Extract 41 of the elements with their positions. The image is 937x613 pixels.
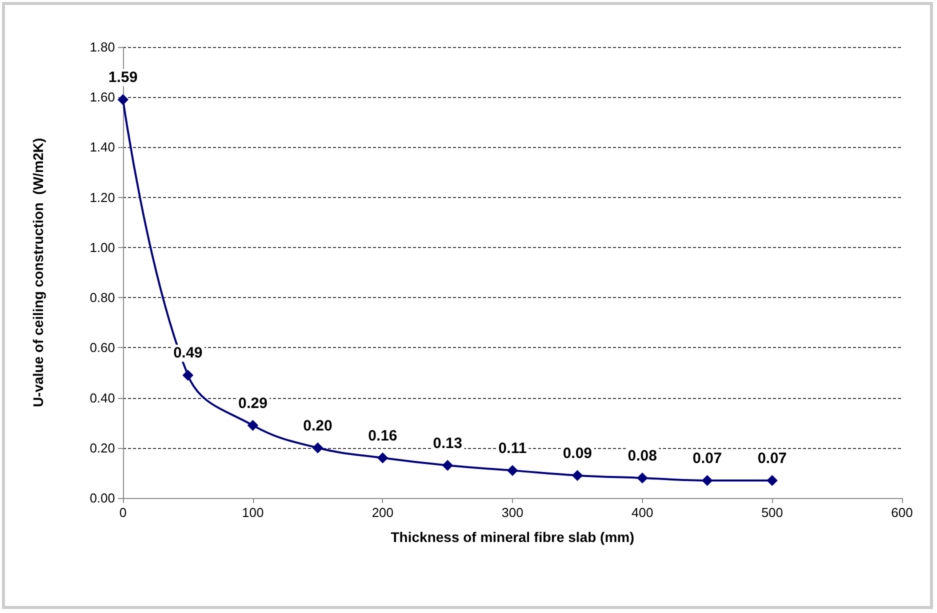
x-tick-label: 0: [119, 505, 127, 520]
y-tick-label: 0.40: [90, 390, 115, 406]
point: [377, 452, 388, 464]
y-axis-title: U-value of ceiling construction (W/m2K): [30, 138, 46, 408]
point: [442, 460, 454, 471]
data-label: 0.29: [238, 394, 268, 412]
data-label: 0.08: [628, 447, 657, 464]
x-tick-label: 300: [502, 505, 524, 520]
data-label: 0.16: [368, 427, 398, 444]
point: [702, 474, 713, 486]
y-tick-label: 1.40: [90, 140, 115, 155]
point: [507, 464, 518, 476]
x-tick-label: 500: [761, 505, 784, 520]
data-label: 1.59: [108, 69, 138, 86]
x-tick-label: 600: [891, 505, 913, 520]
y-tick-label: 1.60: [90, 90, 115, 105]
x-tick-label: 200: [372, 505, 394, 520]
x-axis-title: Thickness of mineral fibre slab (mm): [390, 529, 634, 545]
point: [118, 94, 128, 106]
data-label: 0.11: [498, 440, 527, 457]
x-tick-label: 400: [631, 505, 654, 520]
y-tick-label: 0.80: [90, 290, 115, 306]
y-tick-label: 1.20: [90, 190, 115, 205]
y-tick-label: 1.80: [90, 40, 115, 54]
data-label: 0.13: [432, 434, 462, 452]
point: [182, 370, 194, 381]
data-label: 0.07: [692, 450, 722, 467]
data-label: 0.20: [303, 417, 332, 434]
data-label: 0.09: [562, 444, 592, 462]
x-tick-label: 100: [242, 505, 264, 520]
y-tick-label: 1.00: [90, 240, 115, 255]
data-label: 0.49: [173, 344, 203, 362]
point: [312, 442, 324, 454]
data-label: 0.07: [758, 450, 787, 467]
point: [572, 470, 583, 481]
y-tick-label: 0.20: [90, 440, 115, 456]
point: [766, 474, 778, 486]
y-tick-label: 0.60: [90, 340, 115, 356]
y-tick-label: 0.00: [90, 490, 115, 506]
point: [636, 472, 648, 484]
point: [247, 420, 258, 431]
